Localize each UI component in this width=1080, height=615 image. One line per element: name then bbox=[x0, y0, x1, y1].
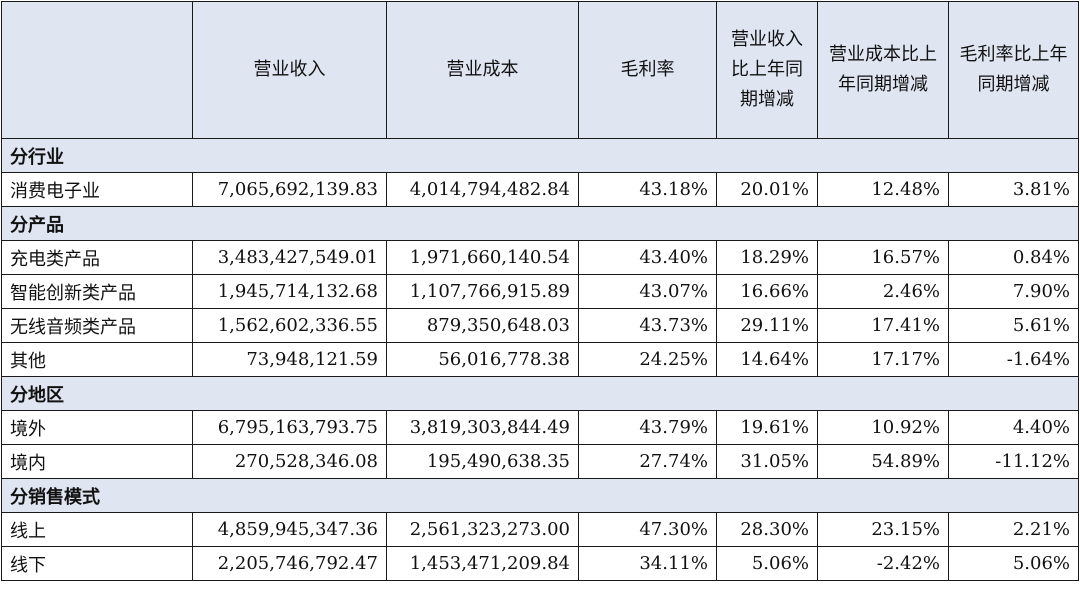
table-row: 消费电子业 7,065,692,139.83 4,014,794,482.84 … bbox=[1, 172, 1079, 207]
header-blank-cell bbox=[1, 1, 193, 139]
revenue-cell: 3,483,427,549.01 bbox=[192, 240, 387, 275]
revenue-change-cell: 29.11% bbox=[716, 308, 818, 343]
revenue-cell: 4,859,945,347.36 bbox=[192, 512, 387, 547]
revenue-change-cell: 31.05% bbox=[716, 444, 818, 479]
cost-change-cell: 23.15% bbox=[817, 512, 949, 547]
table-row: 无线音频类产品 1,562,602,336.55 879,350,648.03 … bbox=[1, 308, 1079, 343]
margin-cell: 43.79% bbox=[578, 410, 717, 445]
header-row: 营业收入 营业成本 毛利率 营业收入比上年同期增减 营业成本比上年同期增减 毛利… bbox=[1, 1, 1079, 139]
section-row-industry: 分行业 bbox=[1, 138, 1079, 173]
section-title: 分地区 bbox=[1, 376, 1079, 411]
margin-change-cell: 7.90% bbox=[948, 274, 1079, 309]
table-row: 智能创新类产品 1,945,714,132.68 1,107,766,915.8… bbox=[1, 274, 1079, 309]
cost-cell: 1,971,660,140.54 bbox=[386, 240, 579, 275]
row-label: 充电类产品 bbox=[1, 240, 193, 275]
cost-change-cell: 17.41% bbox=[817, 308, 949, 343]
revenue-cell: 270,528,346.08 bbox=[192, 444, 387, 479]
row-label: 线上 bbox=[1, 512, 193, 547]
revenue-change-cell: 18.29% bbox=[716, 240, 818, 275]
margin-cell: 47.30% bbox=[578, 512, 717, 547]
table-row: 其他 73,948,121.59 56,016,778.38 24.25% 14… bbox=[1, 342, 1079, 377]
revenue-cell: 73,948,121.59 bbox=[192, 342, 387, 377]
header-margin-change: 毛利率比上年同期增减 bbox=[948, 1, 1079, 139]
section-row-sales-mode: 分销售模式 bbox=[1, 478, 1079, 513]
row-label: 智能创新类产品 bbox=[1, 274, 193, 309]
row-label: 线下 bbox=[1, 546, 193, 581]
cost-cell: 4,014,794,482.84 bbox=[386, 172, 579, 207]
cost-change-cell: 17.17% bbox=[817, 342, 949, 377]
header-cost: 营业成本 bbox=[386, 1, 579, 139]
margin-change-cell: -11.12% bbox=[948, 444, 1079, 479]
margin-cell: 43.40% bbox=[578, 240, 717, 275]
cost-cell: 3,819,303,844.49 bbox=[386, 410, 579, 445]
table-row: 境外 6,795,163,793.75 3,819,303,844.49 43.… bbox=[1, 410, 1079, 445]
row-label: 境外 bbox=[1, 410, 193, 445]
table-row: 充电类产品 3,483,427,549.01 1,971,660,140.54 … bbox=[1, 240, 1079, 275]
header-revenue: 营业收入 bbox=[192, 1, 387, 139]
cost-change-cell: 2.46% bbox=[817, 274, 949, 309]
cost-cell: 2,561,323,273.00 bbox=[386, 512, 579, 547]
margin-cell: 43.07% bbox=[578, 274, 717, 309]
cost-cell: 1,453,471,209.84 bbox=[386, 546, 579, 581]
cost-change-cell: 10.92% bbox=[817, 410, 949, 445]
table-row: 线下 2,205,746,792.47 1,453,471,209.84 34.… bbox=[1, 546, 1079, 581]
revenue-cell: 6,795,163,793.75 bbox=[192, 410, 387, 445]
margin-change-cell: -1.64% bbox=[948, 342, 1079, 377]
cost-change-cell: 16.57% bbox=[817, 240, 949, 275]
margin-cell: 24.25% bbox=[578, 342, 717, 377]
cost-cell: 1,107,766,915.89 bbox=[386, 274, 579, 309]
margin-cell: 27.74% bbox=[578, 444, 717, 479]
revenue-change-cell: 14.64% bbox=[716, 342, 818, 377]
cost-change-cell: 54.89% bbox=[817, 444, 949, 479]
revenue-cell: 2,205,746,792.47 bbox=[192, 546, 387, 581]
section-title: 分销售模式 bbox=[1, 478, 1079, 513]
table-row: 线上 4,859,945,347.36 2,561,323,273.00 47.… bbox=[1, 512, 1079, 547]
revenue-cell: 7,065,692,139.83 bbox=[192, 172, 387, 207]
revenue-change-cell: 28.30% bbox=[716, 512, 818, 547]
row-label: 其他 bbox=[1, 342, 193, 377]
header-revenue-change: 营业收入比上年同期增减 bbox=[716, 1, 818, 139]
revenue-change-cell: 19.61% bbox=[716, 410, 818, 445]
revenue-cell: 1,562,602,336.55 bbox=[192, 308, 387, 343]
row-label: 境内 bbox=[1, 444, 193, 479]
margin-cell: 43.18% bbox=[578, 172, 717, 207]
revenue-change-cell: 5.06% bbox=[716, 546, 818, 581]
margin-change-cell: 5.06% bbox=[948, 546, 1079, 581]
section-title: 分产品 bbox=[1, 206, 1079, 241]
margin-cell: 34.11% bbox=[578, 546, 717, 581]
margin-change-cell: 3.81% bbox=[948, 172, 1079, 207]
margin-change-cell: 4.40% bbox=[948, 410, 1079, 445]
cost-cell: 56,016,778.38 bbox=[386, 342, 579, 377]
revenue-change-cell: 20.01% bbox=[716, 172, 818, 207]
section-row-region: 分地区 bbox=[1, 376, 1079, 411]
table-row: 境内 270,528,346.08 195,490,638.35 27.74% … bbox=[1, 444, 1079, 479]
margin-change-cell: 0.84% bbox=[948, 240, 1079, 275]
section-title: 分行业 bbox=[1, 138, 1079, 173]
header-margin: 毛利率 bbox=[578, 1, 717, 139]
margin-change-cell: 2.21% bbox=[948, 512, 1079, 547]
row-label: 无线音频类产品 bbox=[1, 308, 193, 343]
revenue-change-cell: 16.66% bbox=[716, 274, 818, 309]
cost-cell: 879,350,648.03 bbox=[386, 308, 579, 343]
cost-change-cell: 12.48% bbox=[817, 172, 949, 207]
header-cost-change: 营业成本比上年同期增减 bbox=[817, 1, 949, 139]
section-row-product: 分产品 bbox=[1, 206, 1079, 241]
cost-change-cell: -2.42% bbox=[817, 546, 949, 581]
revenue-cell: 1,945,714,132.68 bbox=[192, 274, 387, 309]
cost-cell: 195,490,638.35 bbox=[386, 444, 579, 479]
financial-table: 营业收入 营业成本 毛利率 营业收入比上年同期增减 营业成本比上年同期增减 毛利… bbox=[1, 1, 1079, 581]
margin-cell: 43.73% bbox=[578, 308, 717, 343]
margin-change-cell: 5.61% bbox=[948, 308, 1079, 343]
row-label: 消费电子业 bbox=[1, 172, 193, 207]
